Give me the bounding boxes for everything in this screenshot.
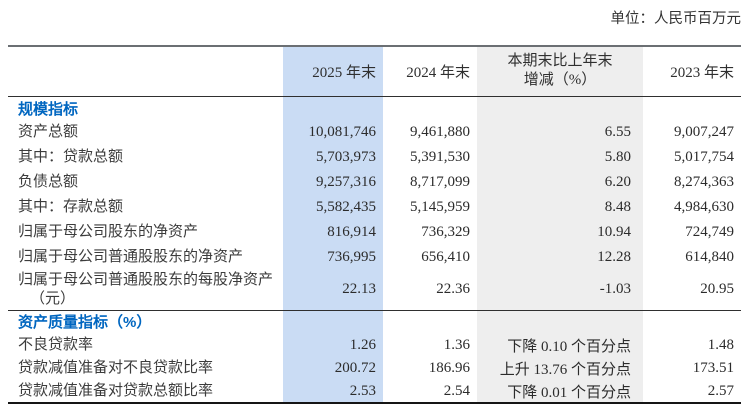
cell-2025: 1.26 (283, 334, 383, 357)
cell-2025: 200.72 (283, 357, 383, 380)
row-label: 贷款减值准备对不良贷款比率 (18, 360, 214, 376)
cell-2023: 614,840 (685, 249, 734, 265)
cell-2024: 656,410 (421, 249, 470, 265)
section-row-asset-quality: 资产质量指标（%） (8, 310, 741, 334)
table-body: 规模指标 资产总额 10,081,746 9,461,880 6.55 9,00… (8, 96, 741, 403)
cell-change: 6.55 (477, 120, 643, 145)
header-row: 2025 年末 2024 年末 本期末比上年末 增减（%） 2023 年末 (8, 46, 741, 97)
cell-2023: 4,984,630 (674, 199, 734, 215)
table-row-total-loans: 其中：贷款总额 5,703,973 5,391,530 5.80 5,017,7… (8, 145, 741, 170)
cell-2024 (383, 310, 477, 334)
cell-change: 8.48 (477, 195, 643, 220)
section-title: 规模指标 (18, 101, 79, 119)
table-row-provision-npl: 贷款减值准备对不良贷款比率 200.72 186.96 上升 13.76 个百分… (8, 357, 741, 380)
row-label: 资产总额 (18, 124, 79, 140)
table-row-total-liabilities: 负债总额 9,257,316 8,717,099 6.20 8,274,363 (8, 170, 741, 195)
cell-2025 (283, 96, 383, 120)
table-row-total-assets: 资产总额 10,081,746 9,461,880 6.55 9,007,247 (8, 120, 741, 145)
section-title: 资产质量指标（%） (18, 313, 152, 331)
header-change-line1: 本期末比上年末 (507, 53, 613, 70)
cell-2025 (283, 310, 383, 334)
cell-change (477, 96, 643, 120)
row-label: 其中：存款总额 (18, 199, 124, 215)
cell-2024: 186.96 (428, 360, 470, 376)
cell-2024: 2.54 (443, 382, 470, 399)
cell-change: 12.28 (477, 245, 643, 270)
cell-change: 5.80 (477, 145, 643, 170)
cell-2023: 9,007,247 (674, 124, 734, 140)
header-2024: 2024 年末 (383, 46, 477, 97)
financial-summary-table: 2025 年末 2024 年末 本期末比上年末 增减（%） 2023 年末 规模… (8, 45, 741, 404)
row-label: 归属于母公司普通股股东的净资产 (18, 249, 244, 265)
header-2025: 2025 年末 (283, 46, 383, 97)
row-label: 其中：贷款总额 (18, 149, 124, 165)
cell-2025: 5,703,973 (283, 145, 383, 170)
table-header: 2025 年末 2024 年末 本期末比上年末 增减（%） 2023 年末 (8, 46, 741, 97)
row-label: 归属于母公司股东的净资产 (18, 224, 199, 240)
section-row-scale: 规模指标 (8, 96, 741, 120)
row-label: 负债总额 (18, 174, 79, 190)
cell-change (477, 310, 643, 334)
cell-change: 下降 0.01 个百分点 (477, 380, 643, 403)
cell-2025: 10,081,746 (283, 120, 383, 145)
cell-2023: 173.51 (692, 360, 734, 376)
header-label-cell (8, 46, 283, 97)
cell-2024: 5,391,530 (410, 149, 470, 165)
cell-2023: 1.48 (707, 337, 734, 353)
cell-2023: 724,749 (685, 224, 734, 240)
cell-2023: 5,017,754 (674, 149, 734, 165)
cell-2023 (643, 96, 741, 120)
cell-2025: 5,582,435 (283, 195, 383, 220)
cell-2023: 2.57 (707, 382, 734, 399)
cell-change: 6.20 (477, 170, 643, 195)
cell-2025: 22.13 (283, 270, 383, 311)
cell-2024: 736,329 (421, 224, 470, 240)
header-2023: 2023 年末 (643, 46, 741, 97)
table-row-equity-parent: 归属于母公司股东的净资产 816,914 736,329 10.94 724,7… (8, 220, 741, 245)
cell-change: -1.03 (477, 270, 643, 311)
table-row-nav-per-share: 归属于母公司普通股股东的每股净资产（元） 22.13 22.36 -1.03 2… (8, 270, 741, 311)
cell-2024: 1.36 (443, 337, 470, 353)
cell-2024: 8,717,099 (410, 174, 470, 190)
cell-change: 下降 0.10 个百分点 (477, 334, 643, 357)
table-row-equity-ordinary: 归属于母公司普通股股东的净资产 736,995 656,410 12.28 61… (8, 245, 741, 270)
header-change: 本期末比上年末 增减（%） (477, 46, 643, 97)
row-label: 归属于母公司普通股股东的每股净资产（元） (8, 270, 283, 311)
row-label: 贷款减值准备对贷款总额比率 (18, 382, 214, 399)
cell-change: 上升 13.76 个百分点 (477, 357, 643, 380)
table-row-provision-loans: 贷款减值准备对贷款总额比率 2.53 2.54 下降 0.01 个百分点 2.5… (8, 380, 741, 403)
row-label: 不良贷款率 (18, 337, 94, 353)
cell-2024: 5,145,959 (410, 199, 470, 215)
cell-change: 10.94 (477, 220, 643, 245)
cell-2025: 816,914 (283, 220, 383, 245)
cell-2025: 736,995 (283, 245, 383, 270)
cell-2023 (643, 310, 741, 334)
header-change-line2: 增减（%） (523, 72, 597, 89)
cell-2024: 22.36 (383, 270, 477, 311)
cell-2024 (383, 96, 477, 120)
table-row-total-deposits: 其中：存款总额 5,582,435 5,145,959 8.48 4,984,6… (8, 195, 741, 220)
cell-2023: 20.95 (643, 270, 741, 311)
cell-2024: 9,461,880 (410, 124, 470, 140)
unit-note: 单位：人民币百万元 (610, 11, 742, 27)
cell-2025: 2.53 (283, 380, 383, 403)
table-row-npl-ratio: 不良贷款率 1.26 1.36 下降 0.10 个百分点 1.48 (8, 334, 741, 357)
cell-2025: 9,257,316 (283, 170, 383, 195)
cell-2023: 8,274,363 (674, 174, 734, 190)
